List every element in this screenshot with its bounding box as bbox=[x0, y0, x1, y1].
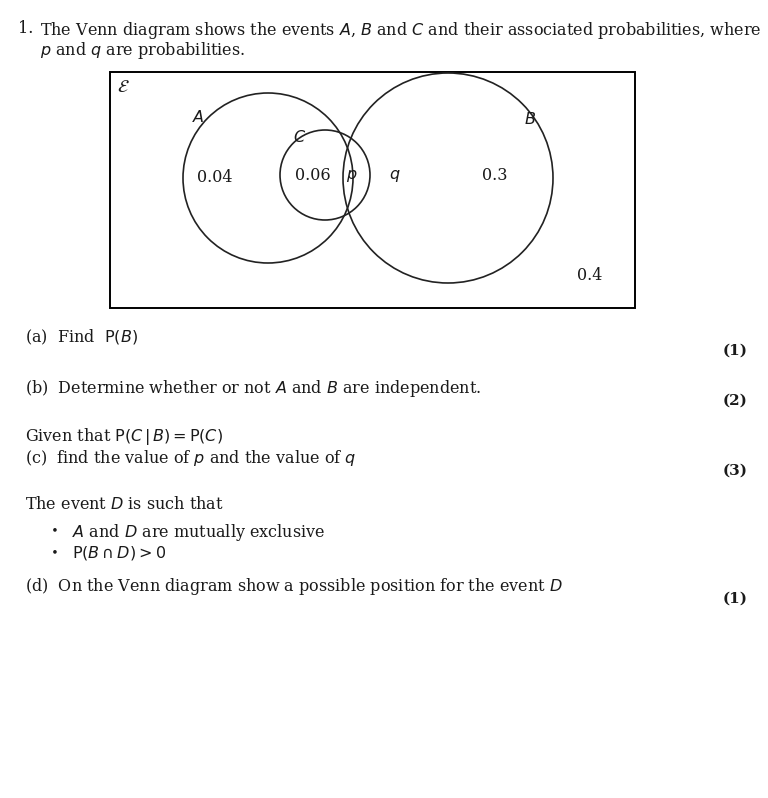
Text: (c)  find the value of $p$ and the value of $q$: (c) find the value of $p$ and the value … bbox=[25, 448, 356, 468]
Text: $C$: $C$ bbox=[293, 129, 306, 147]
Text: $A$ and $D$ are mutually exclusive: $A$ and $D$ are mutually exclusive bbox=[72, 522, 325, 543]
Text: $A$: $A$ bbox=[192, 109, 204, 127]
Text: $q$: $q$ bbox=[389, 167, 401, 184]
Text: Given that $\mathrm{P}(C\,|\,B) = \mathrm{P}(C)$: Given that $\mathrm{P}(C\,|\,B) = \mathr… bbox=[25, 426, 223, 447]
Text: 0.04: 0.04 bbox=[197, 169, 233, 187]
Text: $\mathrm{P}(B \cap D) > 0$: $\mathrm{P}(B \cap D) > 0$ bbox=[72, 544, 166, 562]
Text: The Venn diagram shows the events $A$, $B$ and $C$ and their associated probabil: The Venn diagram shows the events $A$, $… bbox=[40, 20, 762, 41]
Text: $p$: $p$ bbox=[346, 167, 358, 184]
Text: (1): (1) bbox=[723, 592, 748, 606]
Text: (a)  Find  $\mathrm{P}(B)$: (a) Find $\mathrm{P}(B)$ bbox=[25, 328, 138, 347]
Text: $\bullet$: $\bullet$ bbox=[50, 522, 58, 535]
Text: The event $D$ is such that: The event $D$ is such that bbox=[25, 496, 223, 513]
Text: $B$: $B$ bbox=[524, 112, 536, 128]
Text: (3): (3) bbox=[723, 464, 748, 478]
Text: $p$ and $q$ are probabilities.: $p$ and $q$ are probabilities. bbox=[40, 40, 245, 61]
Text: (d)  On the Venn diagram show a possible position for the event $D$: (d) On the Venn diagram show a possible … bbox=[25, 576, 563, 597]
Text: 0.4: 0.4 bbox=[578, 267, 603, 283]
Bar bbox=[110, 72, 635, 308]
Text: 0.06: 0.06 bbox=[295, 167, 331, 184]
Text: $\bullet$: $\bullet$ bbox=[50, 544, 58, 557]
Text: (1): (1) bbox=[723, 344, 748, 358]
Text: 1.: 1. bbox=[18, 20, 33, 37]
Text: (b)  Determine whether or not $A$ and $B$ are independent.: (b) Determine whether or not $A$ and $B$… bbox=[25, 378, 482, 399]
Text: (2): (2) bbox=[723, 394, 748, 408]
Text: $\mathcal{E}$: $\mathcal{E}$ bbox=[117, 78, 130, 96]
Text: 0.3: 0.3 bbox=[482, 167, 508, 184]
